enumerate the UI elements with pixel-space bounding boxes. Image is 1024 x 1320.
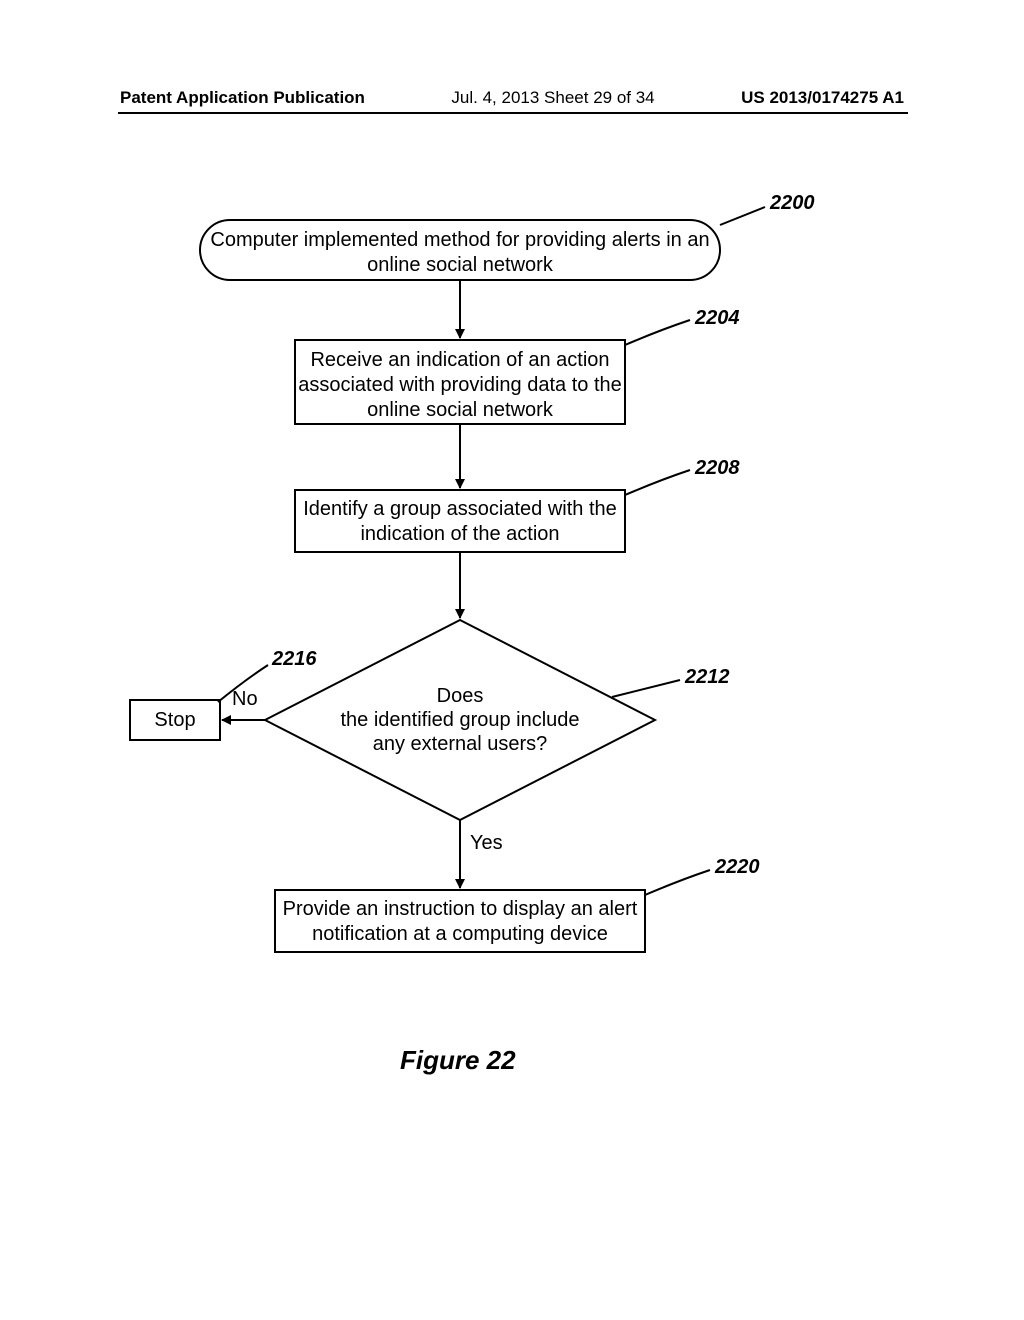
decision-text-3: any external users? xyxy=(330,732,590,757)
callout-2200 xyxy=(720,207,765,225)
ref-2208: 2208 xyxy=(695,457,740,480)
edge-no-label: No xyxy=(232,688,258,711)
stop-text: Stop xyxy=(130,708,220,733)
process-3-text: Provide an instruction to display an ale… xyxy=(275,897,645,947)
flowchart-svg xyxy=(0,0,1024,1320)
callout-2208 xyxy=(625,470,690,495)
decision-text-1: Does xyxy=(330,684,590,709)
figure-caption: Figure 22 xyxy=(400,1045,516,1076)
ref-2204: 2204 xyxy=(695,307,740,330)
ref-2200: 2200 xyxy=(770,192,815,215)
ref-2216: 2216 xyxy=(272,648,317,671)
terminator-text: Computer implemented method for providin… xyxy=(200,228,720,278)
ref-2220: 2220 xyxy=(715,856,760,879)
callout-2212 xyxy=(612,680,680,697)
ref-2212: 2212 xyxy=(685,666,730,689)
decision-text-2: the identified group include xyxy=(330,708,590,733)
process-1-text: Receive an indication of an action assoc… xyxy=(295,348,625,423)
process-2-text: Identify a group associated with the ind… xyxy=(295,497,625,547)
callout-2204 xyxy=(625,320,690,345)
edge-yes-label: Yes xyxy=(470,832,503,855)
callout-2220 xyxy=(645,870,710,895)
